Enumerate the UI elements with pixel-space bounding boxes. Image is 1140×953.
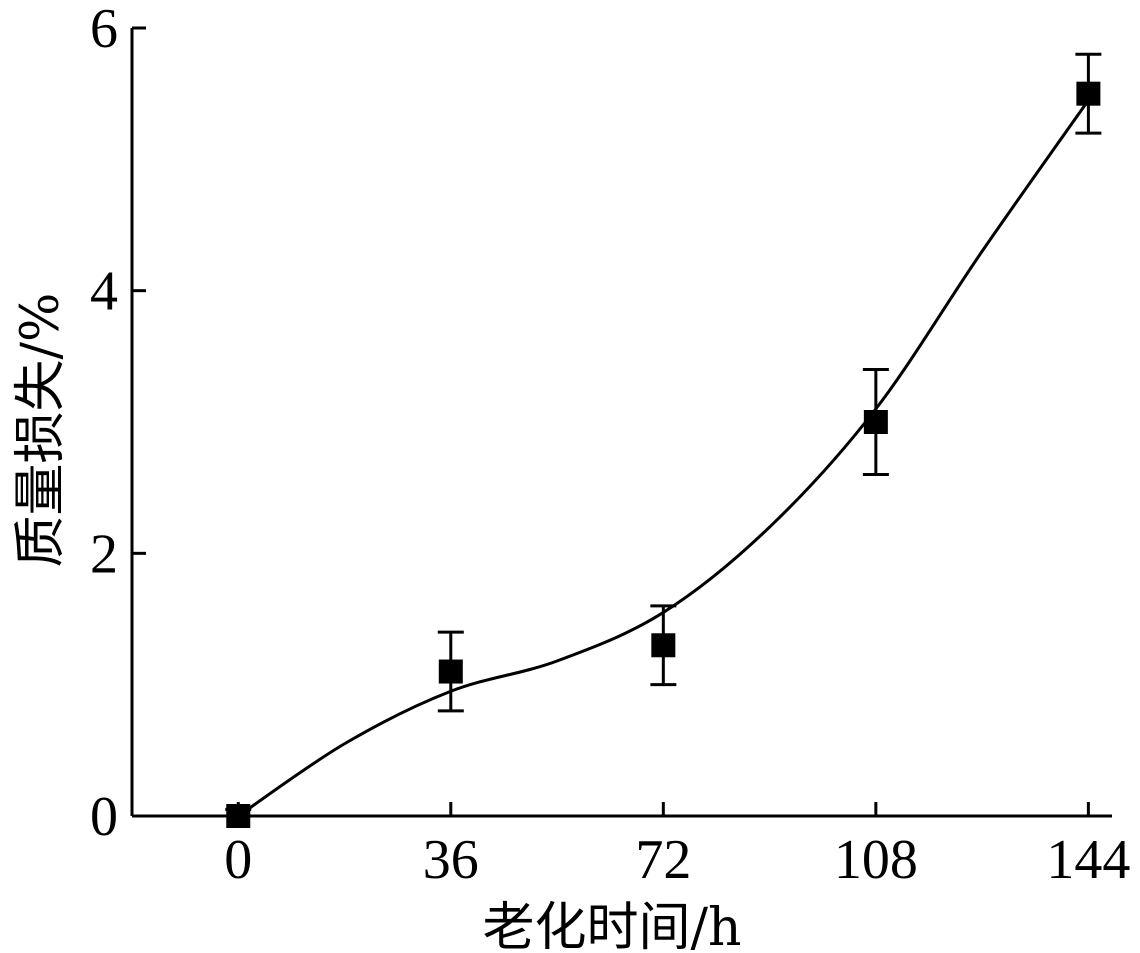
- y-tick-label: 0: [90, 786, 118, 848]
- x-tick-label: 108: [834, 829, 918, 891]
- x-axis-title: 老化时间/h: [482, 898, 741, 953]
- plot-area: [225, 52, 1102, 828]
- data-point: [1076, 81, 1101, 106]
- x-tick-label: 0: [224, 829, 252, 891]
- axes: 0 36 72 108 144 0 2 4 6: [90, 0, 1130, 891]
- x-axis-ticks: 0 36 72 108 144: [224, 802, 1130, 891]
- x-tick-label: 72: [635, 829, 691, 891]
- y-tick-label: 6: [90, 0, 118, 60]
- x-tick-label: 144: [1046, 829, 1130, 891]
- data-markers: [226, 81, 1101, 828]
- y-tick-label: 2: [90, 523, 118, 585]
- fit-curve: [237, 99, 1090, 818]
- data-point: [651, 633, 676, 658]
- y-tick-label: 4: [90, 261, 118, 323]
- y-axis-title: 质量损失/%: [11, 293, 71, 568]
- x-tick-label: 36: [423, 829, 479, 891]
- error-bars: [225, 52, 1102, 818]
- data-point: [438, 659, 463, 684]
- y-axis-ticks: 0 2 4 6: [90, 0, 146, 848]
- data-point: [863, 410, 888, 434]
